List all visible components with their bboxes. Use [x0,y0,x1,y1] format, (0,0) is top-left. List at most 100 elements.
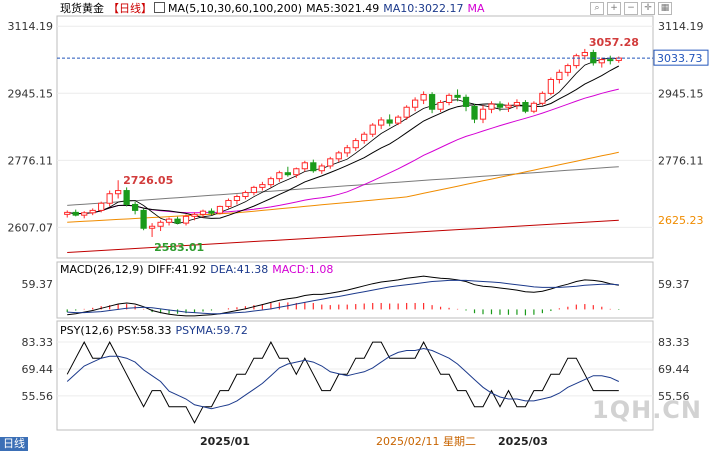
macd-diff-value: DIFF:41.92 [147,263,207,276]
candle-body [199,210,207,215]
candle-body [361,133,368,142]
psy-header: PSY(12,6) PSY:58.33 PSYMA:59.72 [60,324,252,338]
candle-body [89,209,96,214]
candle-body [72,211,79,216]
macd-plot-frame [56,261,654,319]
macd-y-tick-label: 59.37 [22,278,54,291]
psy-right-tick-label: 55.56 [658,390,690,403]
y-axis-tick-label: 3114.19 [8,20,54,33]
candle-body [250,186,258,194]
candle-body [140,209,147,229]
candle-body [182,215,190,224]
grid-icon[interactable]: ▦ [658,2,672,15]
candle-body [148,225,156,229]
instrument-name: 现货黄金 [60,2,104,15]
period-label[interactable]: 【日线】 [108,2,152,15]
candle-body [208,210,215,214]
candle-body [488,103,495,110]
y-axis-tick-label: 2945.15 [8,87,54,100]
ma5-line [67,57,619,225]
candle-body [81,212,88,216]
candle-body [157,221,164,227]
crosshair-icon[interactable]: ✛ [641,2,655,15]
main-plot-frame [56,15,654,259]
period-tab[interactable]: 日线 [0,437,28,451]
candle-body [403,106,410,118]
ma-more-value: MA [467,2,485,15]
candle-body [115,190,122,195]
psy-plot-frame [56,320,654,431]
current-price-box [653,49,709,66]
candle-body [191,213,198,217]
candle-body [556,71,563,80]
candle-body [378,119,385,126]
x-axis-tick-label: 2025/01 [200,435,250,448]
candle-body [479,108,487,120]
candle-body [496,103,504,108]
candle-body [352,140,359,149]
ma200-line [67,219,619,253]
candle-body [344,147,351,154]
psy-label: PSY(12,6) [60,324,114,337]
search-icon[interactable]: ⌕ [590,2,604,15]
psy-y-tick-label: 69.44 [22,363,54,376]
right-axis-tick-label: 3114.19 [658,20,704,33]
psy-y-tick-label: 55.56 [22,390,54,403]
candle-body [437,101,444,110]
candle-body [98,202,105,211]
candle-body [267,178,275,186]
chart-toolbar: ⌕ + − ✛ ▦ [590,2,672,15]
ma-settings-icon[interactable] [154,2,165,13]
candle-body [386,119,393,124]
zoom-in-icon[interactable]: + [607,2,621,15]
psyma-line [66,347,620,410]
candle-body [225,199,232,207]
x-axis-tick-label: 2025/03 [498,435,548,448]
candle-body [259,184,266,188]
prior-high-annotation: 2726.05 [123,174,173,187]
candle-body [276,172,283,180]
psyma-value: PSYMA:59.72 [175,324,248,337]
psy-value: PSY:58.33 [117,324,172,337]
ma-label: MA(5,10,30,60,100,200) [168,2,303,15]
candle-body [301,162,308,170]
ma200-value-label: 2625.23 [658,214,704,227]
zoom-out-icon[interactable]: − [624,2,638,15]
right-axis-tick-label: 2776.11 [658,154,704,167]
candle-body [233,196,241,201]
macd-header: MACD(26,12,9) DIFF:41.92 DEA:41.38 MACD:1.0… [60,263,337,277]
psy-line [66,341,619,424]
candle-body [242,192,249,198]
ma60-line [67,151,619,223]
candle-body [573,55,580,67]
candle-body [327,158,334,167]
candle-body [590,51,597,64]
candle-body [310,162,317,172]
psy-y-tick-label: 83.33 [22,336,54,349]
current-price-label: 3033.73 [657,52,703,65]
candle-body [318,165,325,172]
candle-body [598,59,605,64]
psy-right-tick-label: 69.44 [658,363,690,376]
ma10-line [67,65,620,219]
x-axis-cursor-date-label: 2025/02/11 星期二 [376,435,476,448]
candle-body [462,96,470,107]
candle-body [335,152,342,160]
watermark: 1QH.CN [592,396,703,424]
candle-body [106,193,113,204]
right-axis-tick-label: 2945.15 [658,87,704,100]
macd-dea-value: DEA:41.38 [210,263,269,276]
candle-body [64,211,71,215]
candle-body [174,218,181,224]
candle-body [522,101,529,112]
y-axis-tick-label: 2607.07 [8,221,54,234]
candle-body [547,78,555,94]
candle-body [411,99,419,108]
candle-body [454,94,461,98]
candle-body [428,94,436,110]
candle-body [395,116,402,124]
macd-diff-line [67,275,619,317]
low-price-annotation: 2583.01 [154,241,204,254]
candle-body [530,102,538,112]
